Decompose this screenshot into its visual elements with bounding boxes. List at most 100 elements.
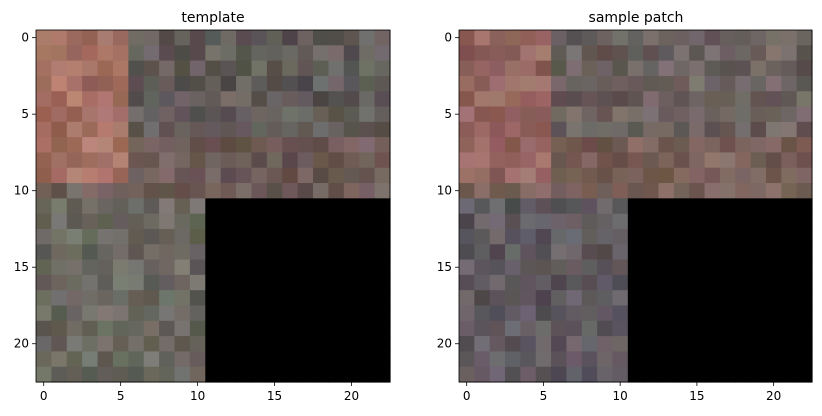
heatmap-cell: [112, 45, 129, 62]
heatmap-cell: [719, 60, 736, 77]
heatmap-cell: [796, 121, 813, 138]
heatmap-cell: [343, 259, 360, 276]
heatmap-cell: [51, 336, 68, 352]
heatmap-cell: [313, 167, 330, 184]
heatmap-cell: [189, 290, 206, 307]
heatmap-cell: [36, 152, 52, 169]
x-tick-label: 15: [267, 389, 282, 403]
heatmap-cell: [174, 30, 191, 46]
heatmap-cell: [36, 121, 52, 138]
heatmap-cell: [520, 259, 537, 276]
heatmap-cell: [143, 152, 160, 169]
y-tick-label: 0: [444, 31, 452, 45]
heatmap-cell: [673, 183, 690, 199]
heatmap-cell: [612, 137, 629, 154]
heatmap-cell: [251, 137, 268, 154]
heatmap-cell: [704, 152, 721, 169]
heatmap-cell: [459, 336, 475, 352]
heatmap-cell: [581, 167, 598, 184]
heatmap-cell: [51, 244, 68, 261]
heatmap-cell: [51, 121, 68, 138]
heatmap-cell: [51, 259, 68, 276]
heatmap-cell: [689, 351, 706, 368]
heatmap-cell: [189, 213, 206, 230]
heatmap-cell: [51, 152, 68, 169]
heatmap-cell: [328, 183, 345, 199]
heatmap-cell: [282, 152, 299, 169]
heatmap-cell: [220, 336, 237, 352]
heatmap-cell: [97, 45, 114, 62]
heatmap-cell: [489, 274, 506, 291]
heatmap-cell: [328, 137, 345, 154]
heatmap-cell: [796, 228, 813, 245]
heatmap-cell: [251, 198, 268, 215]
heatmap-cell: [627, 290, 644, 307]
heatmap-cell: [597, 45, 614, 62]
heatmap-cell: [82, 152, 99, 169]
heatmap-cell: [66, 274, 83, 291]
heatmap-cell: [566, 290, 583, 307]
heatmap-cell: [112, 106, 129, 123]
heatmap-cell: [128, 336, 145, 352]
heatmap-cell: [82, 183, 99, 199]
heatmap-cell: [566, 228, 583, 245]
heatmap-cell: [673, 198, 690, 215]
heatmap-cell: [189, 336, 206, 352]
heatmap-cell: [520, 320, 537, 337]
heatmap-cell: [658, 320, 675, 337]
heatmap-cell: [581, 106, 598, 123]
heatmap-cell: [313, 45, 330, 62]
heatmap-cell: [36, 228, 52, 245]
heatmap-cell: [328, 259, 345, 276]
heatmap-cell: [205, 198, 222, 215]
heatmap-cell: [673, 91, 690, 108]
heatmap-cell: [359, 30, 376, 46]
heatmap-cell: [459, 137, 475, 154]
heatmap-cell: [112, 228, 129, 245]
heatmap-cell: [689, 137, 706, 154]
heatmap-cell: [236, 366, 253, 383]
heatmap-cell: [51, 320, 68, 337]
heatmap-cell: [658, 121, 675, 138]
heatmap-cell: [266, 213, 283, 230]
heatmap-cell: [251, 183, 268, 199]
heatmap-cell: [566, 152, 583, 169]
heatmap-cell: [359, 336, 376, 352]
heatmap-cell: [266, 305, 283, 322]
heatmap-cell: [128, 274, 145, 291]
heatmap-cell: [143, 167, 160, 184]
heatmap-cell: [359, 183, 376, 199]
heatmap-cell: [643, 167, 660, 184]
heatmap-cell: [159, 60, 176, 77]
heatmap-cell: [374, 366, 391, 383]
heatmap-cell: [505, 213, 521, 230]
heatmap-cell: [581, 121, 598, 138]
heatmap-cell: [236, 45, 253, 62]
heatmap-cell: [459, 183, 475, 199]
heatmap-cell: [159, 305, 176, 322]
heatmap-cell: [313, 336, 330, 352]
sample-patch-title: sample patch: [589, 10, 684, 26]
heatmap-cell: [266, 106, 283, 123]
heatmap-cell: [520, 121, 537, 138]
heatmap-cell: [581, 320, 598, 337]
heatmap-cell: [251, 290, 268, 307]
y-tick-label: 10: [14, 184, 29, 198]
heatmap-cell: [82, 60, 99, 77]
heatmap-cell: [459, 213, 475, 230]
heatmap-cell: [205, 75, 222, 92]
heatmap-cell: [581, 290, 598, 307]
heatmap-cell: [51, 351, 68, 368]
heatmap-cell: [566, 366, 583, 383]
heatmap-cell: [143, 45, 160, 62]
heatmap-cell: [719, 183, 736, 199]
heatmap-cell: [66, 228, 83, 245]
heatmap-cell: [781, 259, 798, 276]
heatmap-cell: [673, 213, 690, 230]
heatmap-cell: [459, 366, 475, 383]
heatmap-cell: [128, 45, 145, 62]
heatmap-cell: [643, 75, 660, 92]
heatmap-cell: [328, 121, 345, 138]
heatmap-cell: [251, 91, 268, 108]
heatmap-cell: [36, 106, 52, 123]
